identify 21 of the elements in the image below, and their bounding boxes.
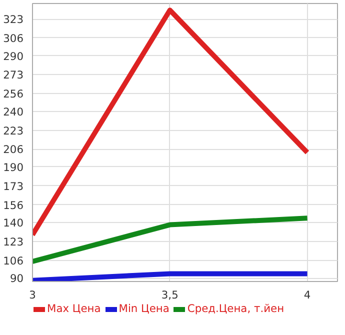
y-tick-label: 206 <box>3 143 24 156</box>
y-tick-label: 223 <box>3 124 24 138</box>
y-tick-label: 156 <box>3 198 24 212</box>
y-tick-label: 140 <box>3 216 24 230</box>
y-tick-label: 273 <box>3 68 24 82</box>
y-tick-label: 90 <box>10 272 24 286</box>
y-tick-label: 323 <box>3 13 24 26</box>
y-tick-label: 306 <box>3 32 24 45</box>
y-tick-label: 173 <box>3 180 24 193</box>
x-tick-label: 3,5 <box>161 288 178 302</box>
y-tick-label: 290 <box>3 50 24 63</box>
y-tick-label: 190 <box>3 160 24 174</box>
legend-label: Max Цена <box>47 302 101 315</box>
y-tick-label: 106 <box>3 254 24 268</box>
y-tick-label: 123 <box>3 235 24 248</box>
x-tick-label: 3 <box>29 288 36 302</box>
legend-label: Min Цена <box>118 302 170 315</box>
x-tick-label: 4 <box>304 288 311 302</box>
y-tick-label: 256 <box>3 88 24 101</box>
y-tick-label: 240 <box>3 105 24 118</box>
legend-label: Сред.Цена, т.йен <box>187 302 284 315</box>
